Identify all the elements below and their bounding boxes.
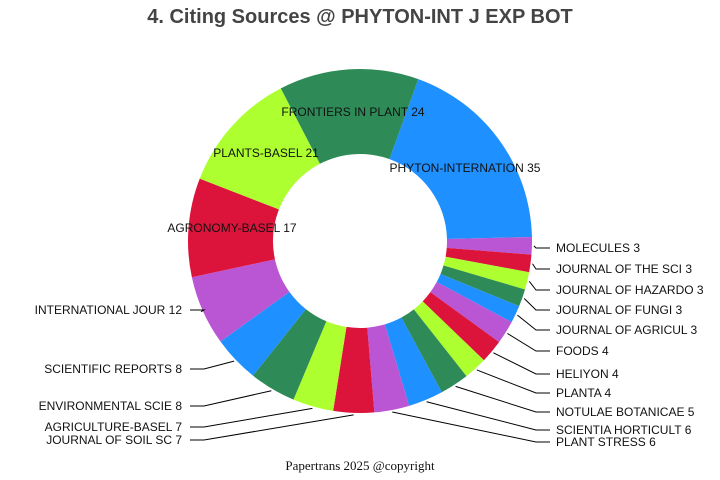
donut-slice — [436, 273, 520, 323]
slice-label: ENVIRONMENTAL SCIE 8 — [39, 399, 183, 413]
slice-label: JOURNAL OF HAZARDO 3 — [556, 283, 704, 297]
slice-label: SCIENTIFIC REPORTS 8 — [44, 362, 182, 376]
slice-label: HELIYON 4 — [556, 367, 619, 381]
leader-line — [190, 309, 206, 313]
copyright-footer: Papertrans 2025 @copyright — [285, 458, 435, 473]
donut-slice — [188, 178, 279, 278]
leader-line — [493, 352, 550, 375]
leader-line — [392, 411, 550, 443]
slice-label: AGRICULTURE-BASEL 7 — [45, 420, 183, 434]
slice-label: FRONTIERS IN PLANT 24 — [281, 105, 424, 119]
slice-label: FOODS 4 — [556, 344, 609, 358]
leader-line — [190, 360, 235, 370]
leader-line — [476, 369, 550, 394]
slice-label: MOLECULES 3 — [556, 241, 640, 255]
donut-slice — [191, 259, 290, 342]
donut-slice — [367, 324, 410, 413]
donut-slice — [199, 88, 320, 210]
slice-label: INTERNATIONAL JOUR 12 — [35, 303, 183, 317]
donut-slice — [445, 247, 532, 273]
leader-line — [455, 385, 550, 413]
slice-label: JOURNAL OF SOIL SC 7 — [46, 433, 182, 447]
slice-label: JOURNAL OF FUNGI 3 — [556, 303, 683, 317]
slice-label: AGRONOMY-BASEL 17 — [167, 221, 296, 235]
donut-slice — [422, 292, 500, 361]
slice-label: JOURNAL OF THE SCI 3 — [556, 262, 692, 276]
leader-line — [532, 263, 550, 270]
donut-slice — [384, 317, 442, 406]
slice-label: NOTULAE BOTANICAE 5 — [556, 405, 695, 419]
donut-slice — [446, 236, 532, 255]
leader-line — [426, 401, 550, 431]
donut-slice — [430, 282, 512, 343]
donut-slice — [293, 321, 347, 411]
slice-label: SCIENTIA HORTICULT 6 — [556, 423, 692, 437]
leader-line — [528, 281, 550, 291]
donut-slice — [440, 265, 526, 307]
leader-line — [190, 414, 354, 441]
slice-label: PLANTA 4 — [556, 386, 611, 400]
slice-label: JOURNAL OF AGRICUL 3 — [556, 323, 697, 337]
leader-line — [533, 245, 550, 249]
donut-slice — [413, 301, 484, 377]
donut-slice — [389, 79, 532, 239]
donut-slice — [220, 291, 306, 376]
leader-line — [190, 390, 272, 407]
donut-slice — [401, 309, 467, 393]
slice-label: PLANTS-BASEL 21 — [213, 146, 319, 160]
slice-label: PHYTON-INTERNATION 35 — [390, 161, 541, 175]
donut-slice — [443, 256, 530, 290]
slice-label: PLANT STRESS 6 — [556, 435, 656, 449]
donut-slice — [280, 69, 419, 164]
leader-line — [190, 407, 313, 428]
leader-line — [507, 333, 550, 352]
leader-line — [523, 298, 550, 311]
leader-line — [517, 314, 550, 331]
chart-title: 4. Citing Sources @ PHYTON-INT J EXP BOT — [147, 6, 573, 28]
donut-slice — [252, 309, 327, 400]
donut-slice — [333, 326, 375, 413]
